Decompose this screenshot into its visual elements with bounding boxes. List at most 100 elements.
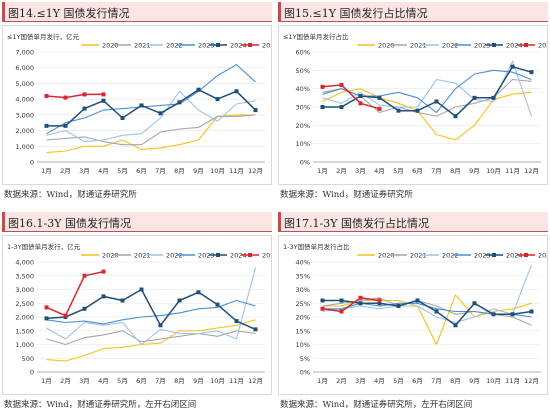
- chart-frame: 1-3Y国债单月发行，亿元 2020 2021 2022 2023 2024 2025 0 50…: [2, 235, 279, 395]
- series-line-2021: [46, 330, 256, 346]
- data-point-2024: [101, 98, 106, 103]
- data-point-2024: [139, 103, 144, 108]
- data-point-2024: [396, 304, 401, 308]
- y-tick-label: 0%: [300, 159, 310, 167]
- x-tick-label: 7月: [155, 167, 166, 175]
- legend-item-2021: 2021: [113, 252, 151, 260]
- chart-title: 图15.≤1Y 国债发行占比情况: [284, 7, 428, 20]
- data-point-2025: [358, 101, 363, 106]
- y-tick-label: 50%: [296, 67, 310, 75]
- data-point-2024: [120, 298, 125, 303]
- legend-label: 2024: [230, 252, 247, 260]
- y-tick-label: 40%: [296, 259, 310, 267]
- y-tick-label: 10%: [296, 341, 310, 349]
- y-tick-label: 20%: [296, 122, 310, 130]
- series-line-2022: [46, 267, 257, 346]
- chart-title: 图16.1-3Y 国债发行情况: [8, 217, 131, 230]
- series-line-2022: [322, 264, 533, 324]
- x-tick-label: 9月: [469, 377, 480, 385]
- x-tick-label: 12月: [248, 377, 263, 385]
- data-point-2025: [339, 83, 344, 87]
- data-point-2024: [510, 312, 515, 317]
- data-point-2024: [82, 306, 87, 311]
- data-point-2024: [358, 301, 363, 306]
- legend-label: 2020: [102, 252, 119, 260]
- x-tick-label: 4月: [374, 377, 385, 385]
- legend-item-2023: 2023: [177, 252, 215, 260]
- x-tick-label: 6月: [136, 377, 147, 385]
- legend-item-2024: 2024: [209, 252, 247, 260]
- chart-title: 图17.1-3Y 国债发行占比情况: [284, 217, 429, 230]
- x-tick-label: 11月: [229, 377, 244, 385]
- legend-label: 2021: [410, 252, 427, 260]
- legend-item-2020: 2020: [81, 42, 119, 50]
- chart-frame: ≤1Y国债单月发行占比 2020 2021 2022 2023 2024 2025 0% 10%…: [278, 25, 550, 185]
- legend-marker: [524, 253, 528, 257]
- y-tick-label: 4,000: [15, 96, 34, 104]
- x-tick-label: 12月: [524, 377, 539, 385]
- y-tick-label: 3,500: [15, 272, 34, 280]
- series-line-2023: [322, 69, 532, 114]
- data-point-2024: [44, 316, 49, 321]
- data-point-2024: [320, 298, 325, 303]
- y-tick-label: 500: [22, 355, 34, 363]
- data-point-2024: [177, 100, 182, 105]
- x-tick-label: 1月: [41, 167, 52, 175]
- x-tick-label: 11月: [505, 167, 520, 175]
- chart-title-bar: 图15.≤1Y 国债发行占比情况: [278, 2, 548, 22]
- x-tick-label: 5月: [117, 167, 128, 175]
- series-line-2024: [46, 288, 256, 331]
- x-tick-label: 3月: [79, 377, 90, 385]
- x-tick-label: 12月: [524, 167, 539, 175]
- data-point-2024: [339, 298, 344, 303]
- x-tick-label: 11月: [505, 377, 520, 385]
- line-chart: ≤1Y国债单月发行占比 2020 2021 2022 2023 2024 2025 0% 10%…: [283, 32, 550, 175]
- x-tick-label: 3月: [355, 377, 366, 385]
- legend-item-2020: 2020: [357, 42, 395, 50]
- y-tick-label: 10%: [296, 140, 310, 148]
- data-point-2024: [377, 95, 382, 100]
- series-line-2020: [46, 319, 256, 362]
- series-line-2025: [46, 270, 104, 317]
- x-tick-label: 6月: [136, 167, 147, 175]
- y-tick-label: 1,500: [15, 327, 34, 335]
- series-line-2024: [46, 88, 257, 127]
- x-tick-label: 8月: [174, 167, 185, 175]
- legend-item-2020: 2020: [357, 252, 395, 260]
- x-tick-label: 10月: [486, 377, 501, 385]
- y-tick-label: 35%: [296, 272, 310, 280]
- data-point-2024: [177, 298, 182, 303]
- data-point-2025: [63, 95, 68, 100]
- y-tick-label: 2,000: [15, 127, 34, 135]
- legend-label: 2020: [102, 42, 119, 50]
- data-point-2025: [101, 269, 106, 274]
- data-point-2024: [529, 70, 534, 75]
- data-point-2024: [472, 301, 477, 306]
- y-tick-label: 30%: [296, 286, 310, 294]
- legend-label: 2022: [166, 252, 183, 260]
- x-tick-label: 7月: [431, 377, 442, 385]
- y-unit-label: 1-3Y国债单月发行占比: [283, 242, 350, 251]
- legend-label: 2021: [410, 42, 427, 50]
- data-point-2024: [215, 97, 220, 102]
- legend-item-2023: 2023: [177, 42, 215, 50]
- data-point-2024: [63, 123, 68, 128]
- data-point-2024: [253, 327, 258, 332]
- data-point-2025: [377, 106, 382, 111]
- x-tick-label: 1月: [317, 167, 328, 175]
- series-line-2020: [322, 88, 532, 141]
- source-note: 数据来源：Wind，财通证券研究所: [4, 190, 137, 200]
- line-chart: 1-3Y国债单月发行，亿元 2020 2021 2022 2023 2024 2025 0 50…: [7, 242, 279, 385]
- line-chart: 1-3Y国债单月发行占比 2020 2021 2022 2023 2024 2025 0% 5%…: [283, 242, 550, 385]
- x-tick-label: 2月: [60, 167, 71, 175]
- legend-marker: [492, 43, 496, 47]
- y-tick-label: 40%: [296, 85, 310, 93]
- x-tick-label: 8月: [450, 377, 461, 385]
- legend-label: 2021: [134, 252, 151, 260]
- data-point-2025: [82, 273, 87, 278]
- legend-label: 2022: [442, 42, 459, 50]
- data-point-2025: [320, 84, 325, 89]
- data-point-2025: [358, 295, 363, 300]
- title-accent: [2, 212, 5, 231]
- data-point-2024: [510, 64, 515, 69]
